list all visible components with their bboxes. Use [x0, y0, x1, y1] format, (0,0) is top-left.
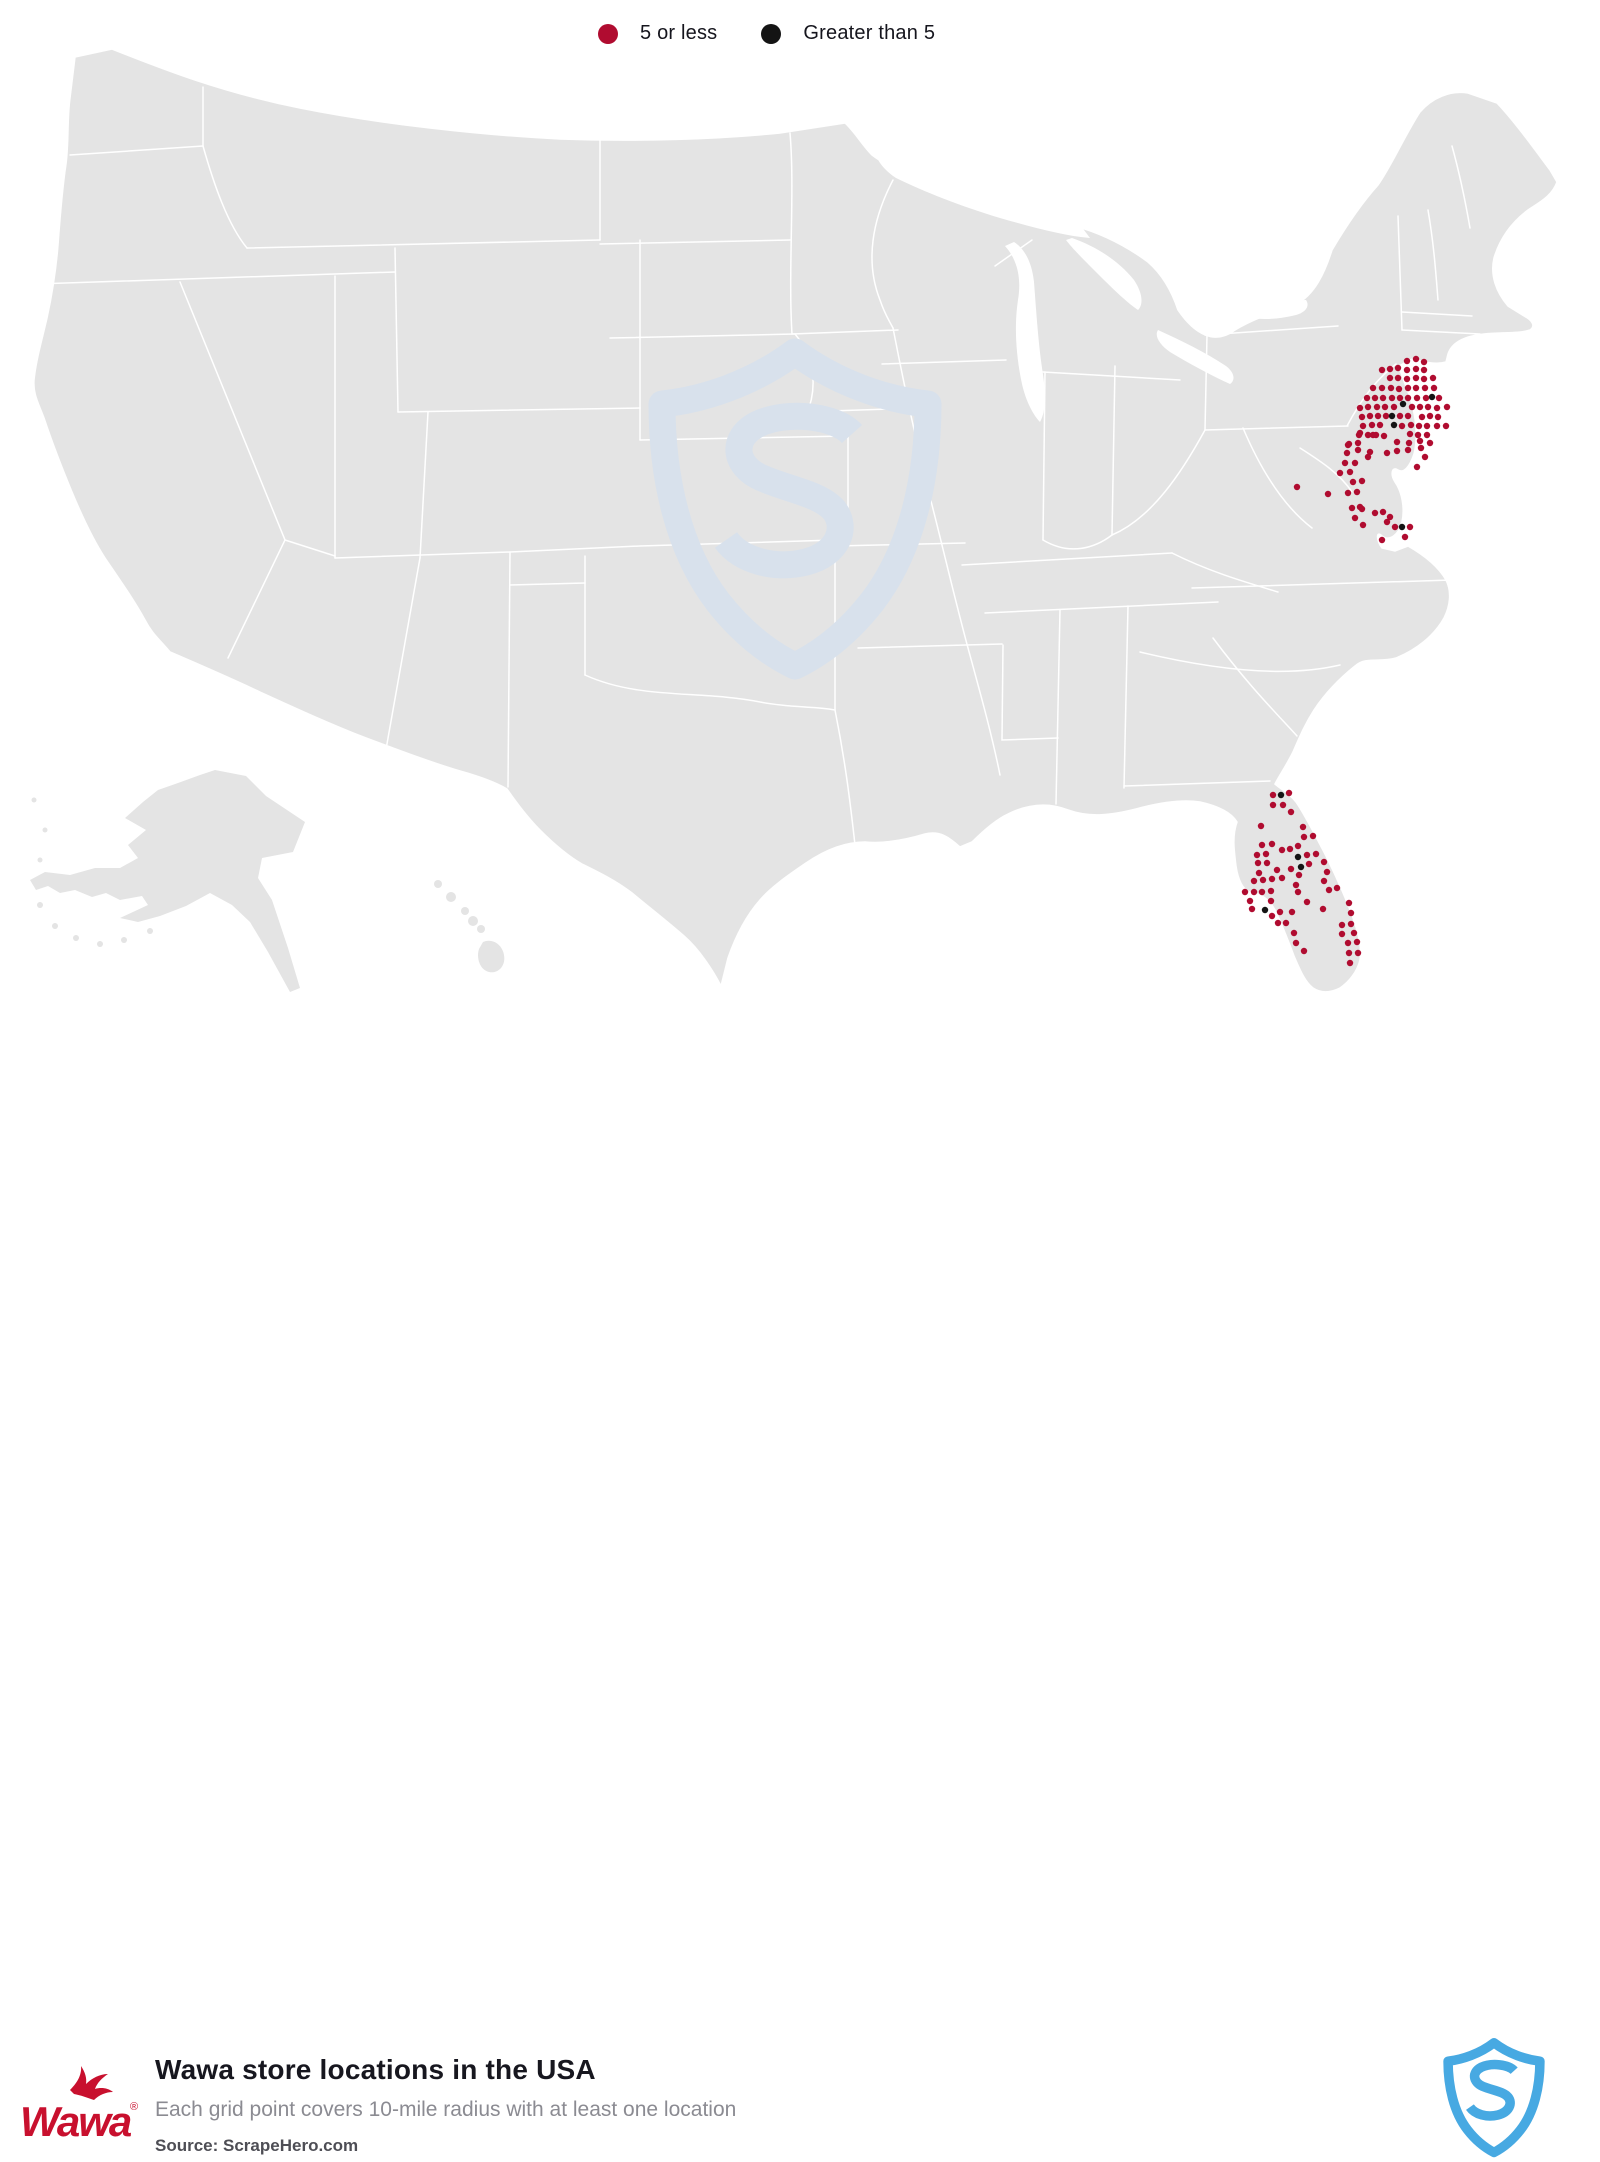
wawa-logo: Wawa ® — [18, 2062, 143, 2147]
wawa-goose-icon — [70, 2066, 113, 2100]
title-block: Wawa store locations in the USA Each gri… — [155, 2054, 1255, 2156]
usa-dot-map — [30, 48, 1558, 993]
scrapehero-shield-icon — [1443, 2037, 1545, 2158]
page-subtitle: Each grid point covers 10-mile radius wi… — [155, 2098, 737, 2121]
source-attribution: Source: ScrapeHero.com — [155, 2136, 359, 2155]
hawaii — [434, 880, 505, 973]
legend-dot-red-icon — [598, 23, 618, 44]
store-location-dots — [1241, 355, 1451, 967]
great-lakes — [876, 152, 1308, 422]
scrapehero-logo — [1438, 2036, 1550, 2162]
usa-landmass — [33, 48, 1558, 993]
legend-label: Greater than 5 — [803, 22, 936, 44]
scrapehero-watermark-icon — [648, 338, 942, 680]
legend-item-5-or-less: 5 or less — [598, 22, 717, 45]
legend-label: 5 or less — [640, 22, 718, 44]
legend-dot-black-icon — [761, 23, 782, 44]
legend-item-greater-than-5: Greater than 5 — [761, 22, 935, 45]
aleutian-islands — [31, 797, 153, 947]
legend: 5 or less Greater than 5 — [598, 22, 935, 45]
footer: Wawa ® Wawa store locations in the USA E… — [0, 1014, 1600, 2158]
alaska — [30, 770, 305, 992]
page-title: Wawa store locations in the USA — [155, 2054, 596, 2085]
wawa-wordmark: Wawa — [20, 2098, 132, 2145]
registered-mark: ® — [130, 2101, 138, 2113]
